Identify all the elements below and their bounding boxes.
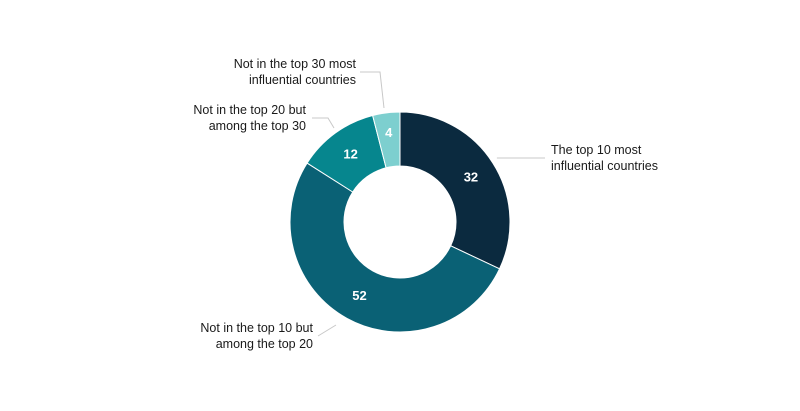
callout-label-4-line-2: influential countries: [249, 73, 356, 87]
callout-label-1-line-1: The top 10 most: [551, 143, 642, 157]
donut-slice-2: [289, 162, 501, 333]
callout-label-4-line-1: Not in the top 30 most: [234, 57, 357, 71]
slice-value-label-3: 12: [343, 147, 357, 162]
slice-value-label-4: 4: [385, 125, 393, 140]
donut-slice-4: [372, 111, 401, 169]
callout-label-2-line-2: among the top 20: [216, 337, 313, 351]
slice-value-label-1: 32: [464, 169, 478, 184]
callout-label-2-line-1: Not in the top 10 but: [200, 321, 313, 335]
slice-value-label-2: 52: [352, 288, 366, 303]
callout-label-3-line-1: Not in the top 20 but: [193, 103, 306, 117]
callout-label-1-line-2: influential countries: [551, 159, 658, 173]
leader-line-2: [317, 324, 337, 337]
callout-label-3-line-2: among the top 30: [209, 119, 306, 133]
leader-line-3: [312, 117, 335, 129]
donut-slice-1: [399, 111, 511, 270]
leader-line-4: [360, 71, 385, 109]
